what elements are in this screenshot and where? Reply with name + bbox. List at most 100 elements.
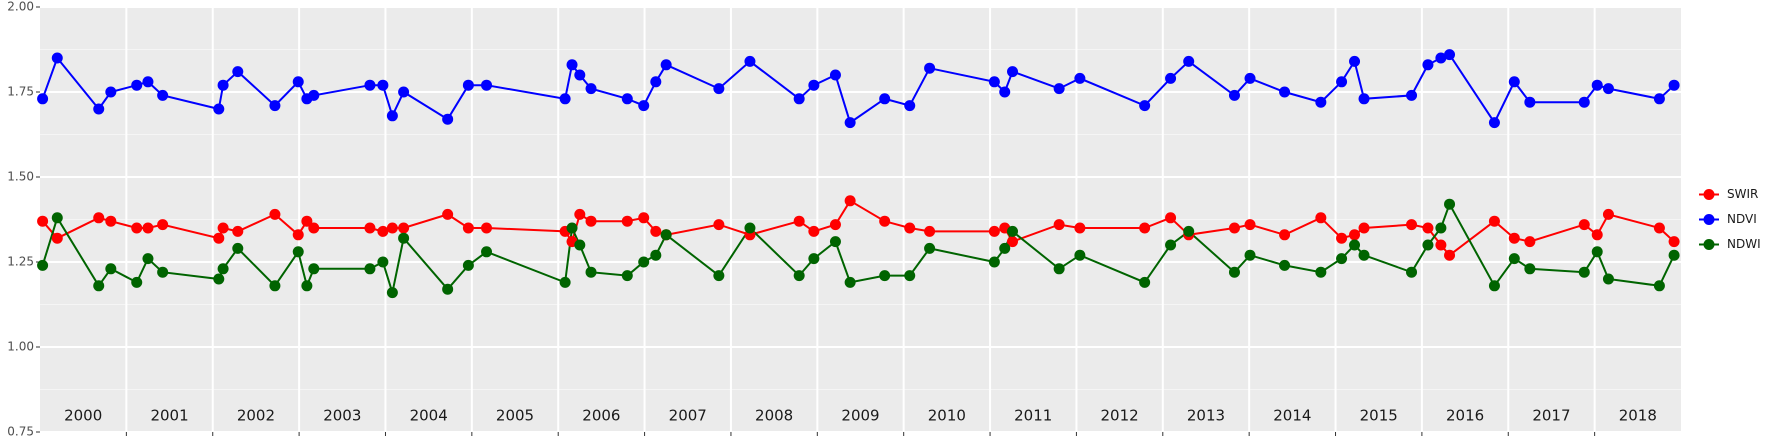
legend-marker <box>1703 189 1715 200</box>
data-point <box>292 76 304 88</box>
year-label: 2003 <box>323 407 361 425</box>
data-point <box>93 103 105 115</box>
legend-label: NDWI <box>1727 237 1761 251</box>
data-point <box>131 276 143 288</box>
data-point <box>1244 72 1256 84</box>
data-point <box>1668 236 1680 248</box>
data-point <box>442 113 454 125</box>
data-point <box>574 208 586 220</box>
data-point <box>988 256 1000 268</box>
year-label: 2002 <box>237 407 275 425</box>
data-point <box>1653 222 1665 234</box>
data-point <box>217 79 229 91</box>
data-point <box>1228 266 1240 278</box>
data-point <box>386 110 398 122</box>
data-point <box>462 222 474 234</box>
data-point <box>232 225 244 237</box>
year-label: 2007 <box>669 407 707 425</box>
data-point <box>217 263 229 275</box>
data-point <box>442 283 454 295</box>
data-point <box>829 236 841 248</box>
data-point <box>988 225 1000 237</box>
data-point <box>377 225 389 237</box>
data-point <box>269 280 281 292</box>
data-point <box>269 208 281 220</box>
data-point <box>481 222 493 234</box>
data-point <box>1336 232 1348 244</box>
data-point <box>232 242 244 254</box>
legend-label: SWIR <box>1727 187 1758 201</box>
data-point <box>377 79 389 91</box>
data-point <box>1139 276 1151 288</box>
data-point <box>829 219 841 231</box>
data-point <box>131 222 143 234</box>
data-point <box>1139 222 1151 234</box>
data-point <box>1406 266 1418 278</box>
data-point <box>1422 222 1434 234</box>
data-point <box>1349 229 1361 241</box>
data-point <box>1653 93 1665 105</box>
data-point <box>37 215 49 227</box>
data-point <box>308 222 320 234</box>
data-point <box>638 256 650 268</box>
data-point <box>1488 215 1500 227</box>
data-point <box>1444 49 1456 61</box>
data-point <box>621 93 633 105</box>
data-point <box>1653 280 1665 292</box>
data-point <box>1165 212 1177 224</box>
data-point <box>157 89 169 101</box>
data-point <box>1007 236 1019 248</box>
y-tick-label: 0.75 <box>7 425 34 439</box>
year-label: 2004 <box>410 407 448 425</box>
data-point <box>1578 219 1590 231</box>
data-point <box>999 242 1011 254</box>
data-point <box>879 215 891 227</box>
data-point <box>37 93 49 105</box>
legend-label: NDVI <box>1727 212 1757 226</box>
data-point <box>462 259 474 271</box>
data-point <box>808 253 820 265</box>
data-point <box>1406 89 1418 101</box>
y-tick-label: 1.00 <box>7 340 34 354</box>
data-point <box>1488 280 1500 292</box>
data-point <box>1007 225 1019 237</box>
year-label: 2013 <box>1187 407 1225 425</box>
data-point <box>1074 222 1086 234</box>
data-point <box>793 93 805 105</box>
data-point <box>377 256 389 268</box>
data-point <box>713 270 725 282</box>
data-point <box>1336 76 1348 88</box>
data-point <box>793 270 805 282</box>
year-label: 2018 <box>1619 407 1657 425</box>
data-point <box>844 117 856 129</box>
data-point <box>1315 96 1327 108</box>
data-point <box>1349 55 1361 67</box>
data-point <box>574 239 586 251</box>
data-point <box>1183 225 1195 237</box>
data-point <box>904 222 916 234</box>
data-point <box>1524 263 1536 275</box>
data-point <box>1435 222 1447 234</box>
year-label: 2005 <box>496 407 534 425</box>
data-point <box>1422 59 1434 71</box>
data-point <box>364 222 376 234</box>
year-label: 2016 <box>1446 407 1484 425</box>
data-point <box>660 229 672 241</box>
data-point <box>988 76 1000 88</box>
data-point <box>1591 229 1603 241</box>
data-point <box>844 276 856 288</box>
data-point <box>574 69 586 81</box>
data-point <box>621 215 633 227</box>
data-point <box>1591 246 1603 258</box>
year-label: 2015 <box>1360 407 1398 425</box>
data-point <box>1668 249 1680 261</box>
data-point <box>713 219 725 231</box>
data-point <box>793 215 805 227</box>
data-point <box>1578 266 1590 278</box>
data-point <box>1228 89 1240 101</box>
data-point <box>1279 86 1291 98</box>
data-point <box>213 232 225 244</box>
data-point <box>292 229 304 241</box>
data-point <box>660 59 672 71</box>
